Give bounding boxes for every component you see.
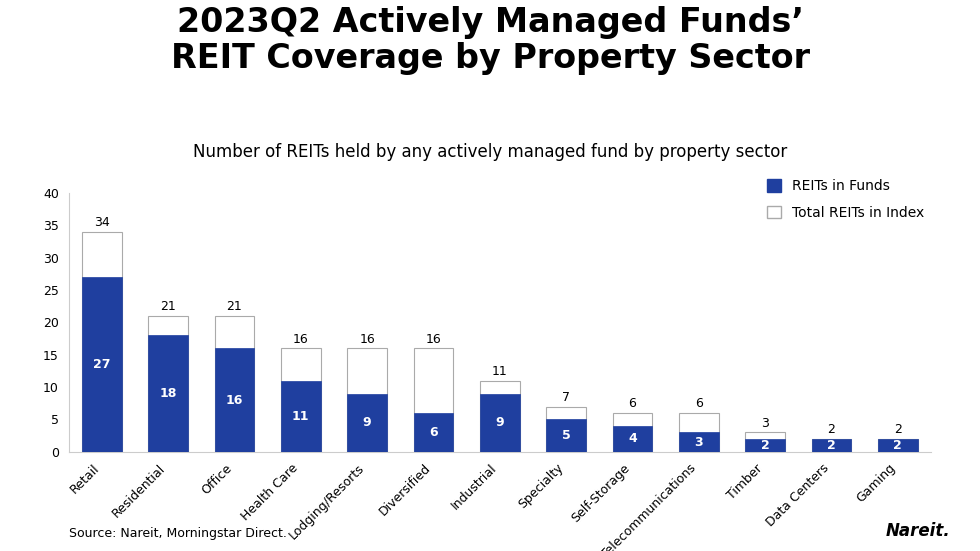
Bar (679, 413, 718, 452)
Bar (281, 381, 320, 452)
Bar (878, 439, 917, 452)
Bar (878, 439, 917, 452)
Text: 11: 11 (292, 410, 310, 423)
Text: Source: Nareit, Morningstar Direct.: Source: Nareit, Morningstar Direct. (69, 527, 286, 540)
Bar (215, 348, 255, 452)
Text: Nareit.: Nareit. (886, 522, 951, 540)
Legend: REITs in Funds, Total REITs in Index: REITs in Funds, Total REITs in Index (761, 174, 930, 225)
Bar (215, 316, 255, 452)
Bar (480, 393, 519, 452)
Bar (414, 413, 454, 452)
Bar (281, 348, 320, 452)
Text: 9: 9 (496, 416, 504, 429)
Text: 16: 16 (293, 333, 309, 345)
Text: 3: 3 (761, 417, 769, 430)
Bar (811, 439, 852, 452)
Bar (347, 348, 387, 452)
Text: 2: 2 (894, 423, 902, 436)
Text: 2: 2 (827, 423, 835, 436)
Text: 7: 7 (563, 391, 570, 404)
Text: 2: 2 (760, 439, 769, 452)
Text: 5: 5 (562, 429, 570, 442)
Bar (82, 277, 122, 452)
Text: 16: 16 (360, 333, 375, 345)
Bar (148, 316, 188, 452)
Bar (347, 393, 387, 452)
Text: 6: 6 (695, 397, 703, 410)
Bar (414, 348, 454, 452)
Text: 2023Q2 Actively Managed Funds’
REIT Coverage by Property Sector: 2023Q2 Actively Managed Funds’ REIT Cove… (171, 6, 809, 75)
Text: 3: 3 (695, 436, 703, 449)
Bar (745, 439, 785, 452)
Bar (148, 335, 188, 452)
Bar (612, 426, 653, 452)
Bar (745, 433, 785, 452)
Text: 18: 18 (160, 387, 176, 400)
Text: 27: 27 (93, 358, 111, 371)
Text: 34: 34 (94, 216, 110, 229)
Text: 21: 21 (161, 300, 176, 314)
Bar (546, 407, 586, 452)
Text: 4: 4 (628, 433, 637, 445)
Text: 6: 6 (429, 426, 438, 439)
Text: 2: 2 (894, 439, 903, 452)
Bar (612, 413, 653, 452)
Text: 16: 16 (225, 393, 243, 407)
Text: 6: 6 (628, 397, 636, 410)
Text: 11: 11 (492, 365, 508, 378)
Bar (679, 433, 718, 452)
Text: 2: 2 (827, 439, 836, 452)
Bar (811, 439, 852, 452)
Text: 9: 9 (363, 416, 371, 429)
Text: Number of REITs held by any actively managed fund by property sector: Number of REITs held by any actively man… (193, 143, 787, 161)
Bar (546, 419, 586, 452)
Bar (480, 381, 519, 452)
Text: 16: 16 (425, 333, 441, 345)
Bar (82, 232, 122, 452)
Text: 21: 21 (226, 300, 242, 314)
